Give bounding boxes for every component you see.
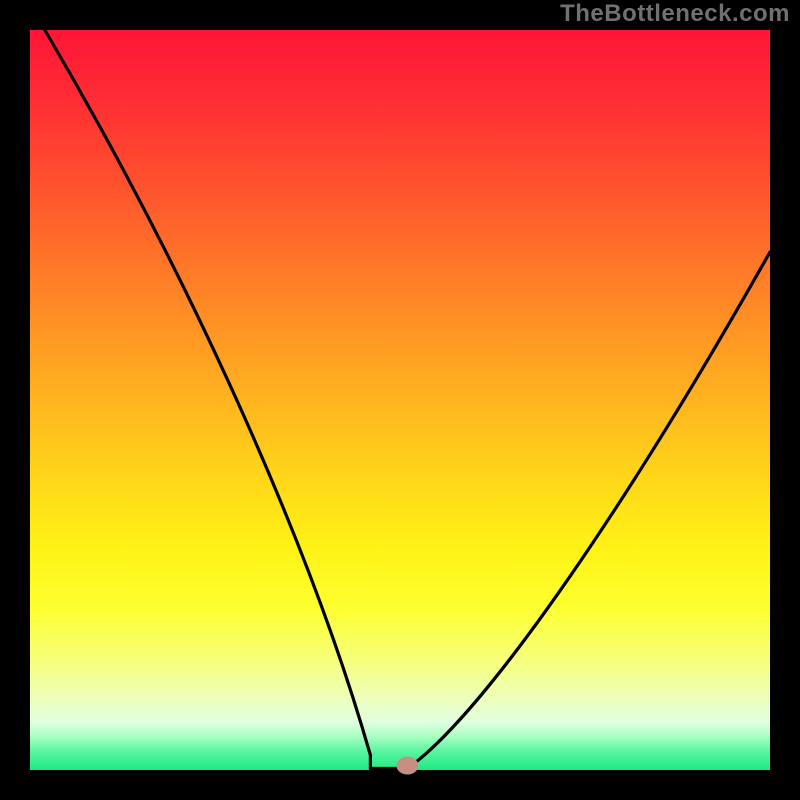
bottleneck-chart-svg — [0, 0, 800, 800]
current-config-marker — [396, 757, 418, 775]
watermark-text: TheBottleneck.com — [560, 0, 790, 28]
chart-stage: TheBottleneck.com — [0, 0, 800, 800]
plot-background — [30, 30, 770, 770]
